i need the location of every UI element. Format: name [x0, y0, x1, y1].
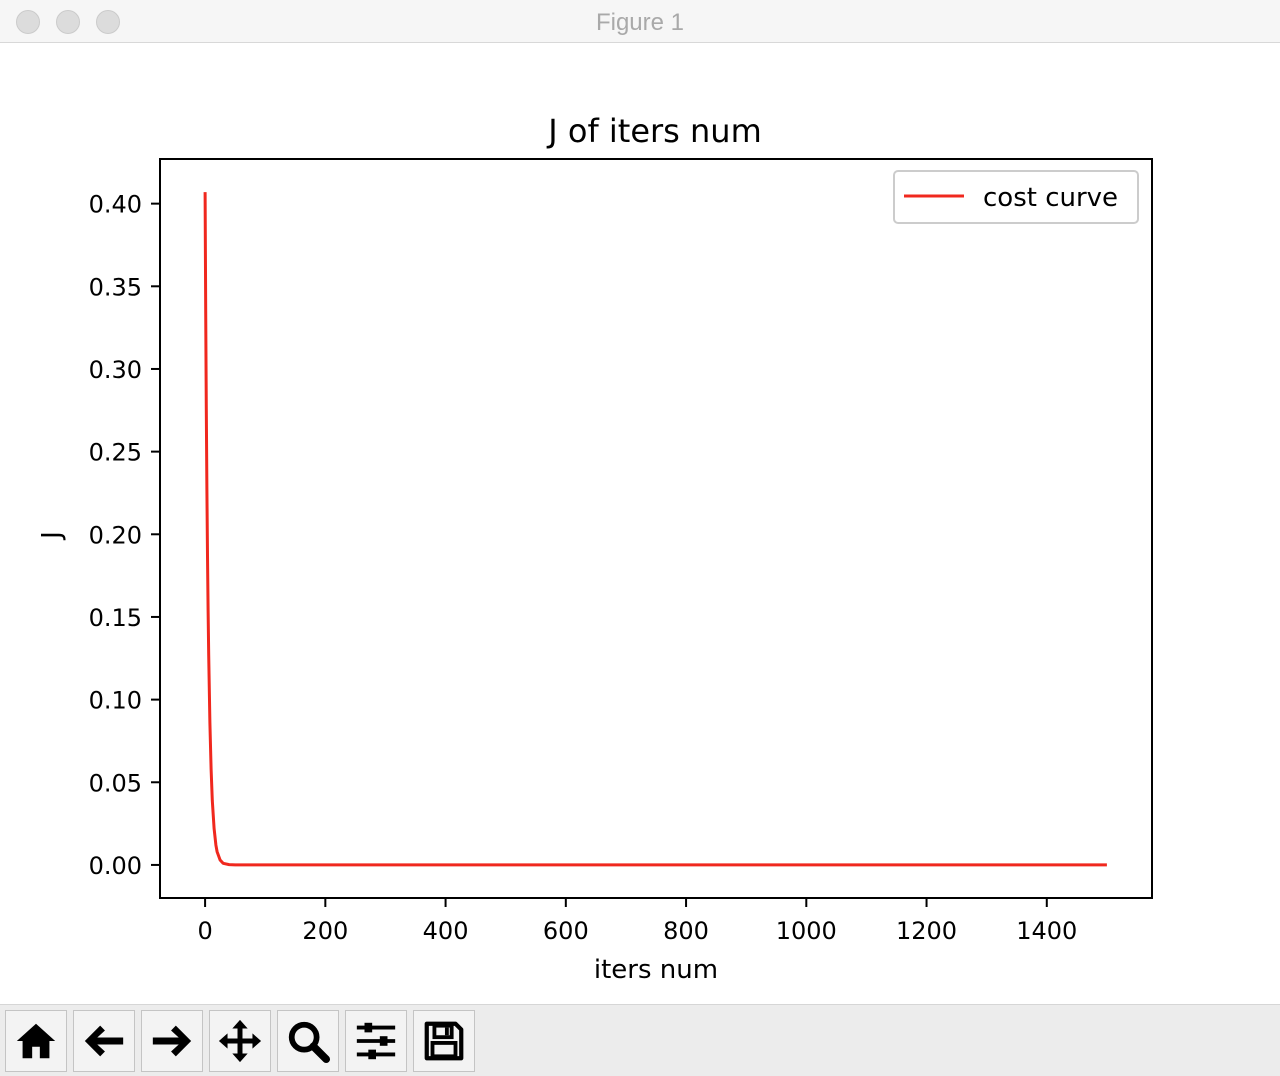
navigation-toolbar [0, 1004, 1280, 1076]
forward-button[interactable] [141, 1010, 203, 1072]
save-button[interactable] [413, 1010, 475, 1072]
y-tick-label: 0.35 [89, 273, 142, 301]
y-tick-label: 0.20 [89, 521, 142, 549]
minimize-window-button[interactable] [56, 10, 80, 34]
pan-button[interactable] [209, 1010, 271, 1072]
series-line-cost-curve [203, 192, 1107, 867]
line-chart: J of iters num 0.000.050.100.150.200.250… [37, 112, 1153, 985]
chart-title: J of iters num [546, 112, 761, 150]
zoom-button[interactable] [277, 1010, 339, 1072]
y-tick-label: 0.30 [89, 356, 142, 384]
x-tick-label: 1200 [896, 917, 957, 945]
y-tick-label: 0.40 [89, 191, 142, 219]
x-tick-label: 200 [302, 917, 348, 945]
window-titlebar: Figure 1 [0, 0, 1280, 43]
y-tick-label: 0.05 [89, 769, 142, 797]
back-button[interactable] [73, 1010, 135, 1072]
zoom-window-button[interactable] [96, 10, 120, 34]
legend-label: cost curve [983, 183, 1118, 213]
legend: cost curve [893, 170, 1139, 224]
search-icon [288, 1021, 331, 1064]
configure-subplots-button[interactable] [345, 1010, 407, 1072]
legend-box [893, 170, 1139, 224]
arrow-left-icon [84, 1025, 124, 1057]
figure-canvas[interactable]: J of iters num 0.00 0.05 0.10 0.15 0.20 0.25 0… [0, 44, 1280, 1004]
home-button[interactable] [5, 1010, 67, 1072]
axes-frame [159, 158, 1153, 899]
y-tick-label: 0.10 [89, 687, 142, 715]
x-tick-label: 800 [663, 917, 709, 945]
x-axis-label: iters num [594, 955, 718, 985]
y-tick-label: 0.15 [89, 604, 142, 632]
y-tick-label: 0.25 [89, 439, 142, 467]
floppy-disk-icon [424, 1021, 464, 1061]
move-icon [218, 1019, 262, 1063]
y-tick-label: 0.00 [89, 852, 142, 880]
x-axis-ticks: 0 200 400 600 800 1000 1200 1400 [197, 898, 1077, 945]
arrow-right-icon [152, 1025, 192, 1057]
x-tick-label: 1000 [776, 917, 837, 945]
close-window-button[interactable] [16, 10, 40, 34]
home-icon [16, 1023, 56, 1059]
x-tick-label: 600 [543, 917, 589, 945]
window-title: Figure 1 [595, 9, 685, 36]
x-tick-label: 400 [423, 917, 469, 945]
x-tick-label: 1400 [1016, 917, 1077, 945]
sliders-icon [356, 1022, 396, 1060]
y-axis-ticks: 0.00 0.05 0.10 0.15 0.20 0.25 0.30 0.35 0.40 [89, 191, 160, 880]
x-tick-label: 0 [197, 917, 212, 945]
y-axis-label: J [37, 531, 67, 541]
